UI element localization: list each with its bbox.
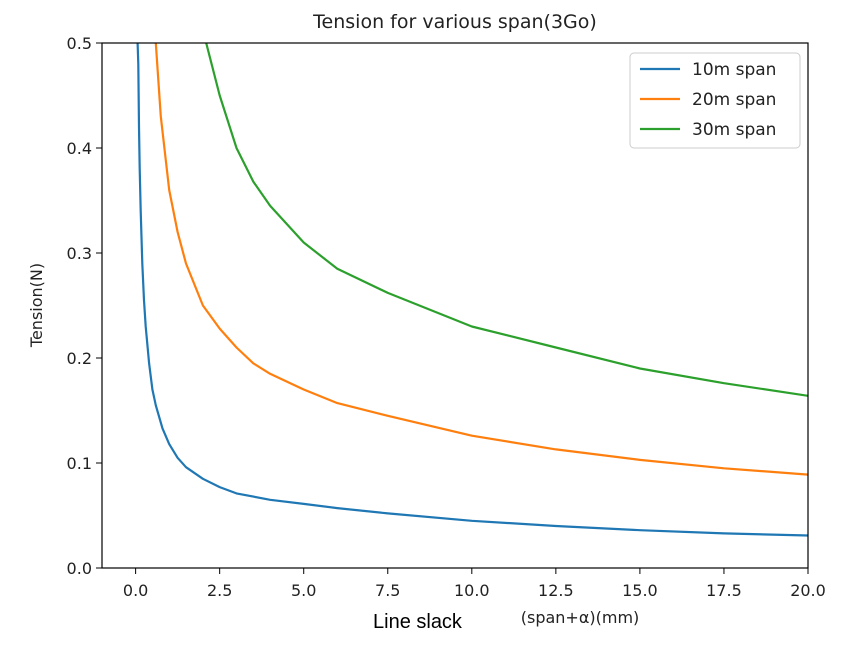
line-slack-overlay-label: Line slack [371,611,464,634]
x-tick-label: 7.5 [375,581,400,600]
y-tick-label: 0.1 [67,454,92,473]
x-tick-label: 12.5 [538,581,574,600]
chart-title: Tension for various span(3Go) [312,11,597,33]
series-line-1 [136,43,808,537]
y-tick-label: 0.3 [67,244,92,263]
legend-box [629,52,801,149]
x-tick-label: 0.0 [123,581,148,600]
x-tick-label: 20.0 [790,581,826,600]
legend-label-3: 30m span [692,120,776,140]
x-tick-label: 15.0 [622,581,658,600]
y-tick-label: 0.2 [67,349,92,368]
x-axis-label-visible: (span+α)(mm) [521,608,640,627]
y-tick-label: 0.4 [67,139,92,158]
x-tick-label: 17.5 [706,581,742,600]
y-tick-label: 0.5 [67,34,92,53]
plot-frame [101,42,809,569]
y-axis-label: Tension(N) [27,263,46,348]
legend: 10m span 20m span 30m span [629,52,801,149]
legend-label-2: 20m span [692,90,776,110]
series-line-3 [205,43,808,397]
y-tick-label: 0.0 [67,559,92,578]
series-line-2 [154,43,808,476]
legend-label-1: 10m span [692,60,776,80]
x-tick-label: 5.0 [291,581,316,600]
x-tick-label: 10.0 [454,581,490,600]
x-tick-label: 2.5 [207,581,232,600]
